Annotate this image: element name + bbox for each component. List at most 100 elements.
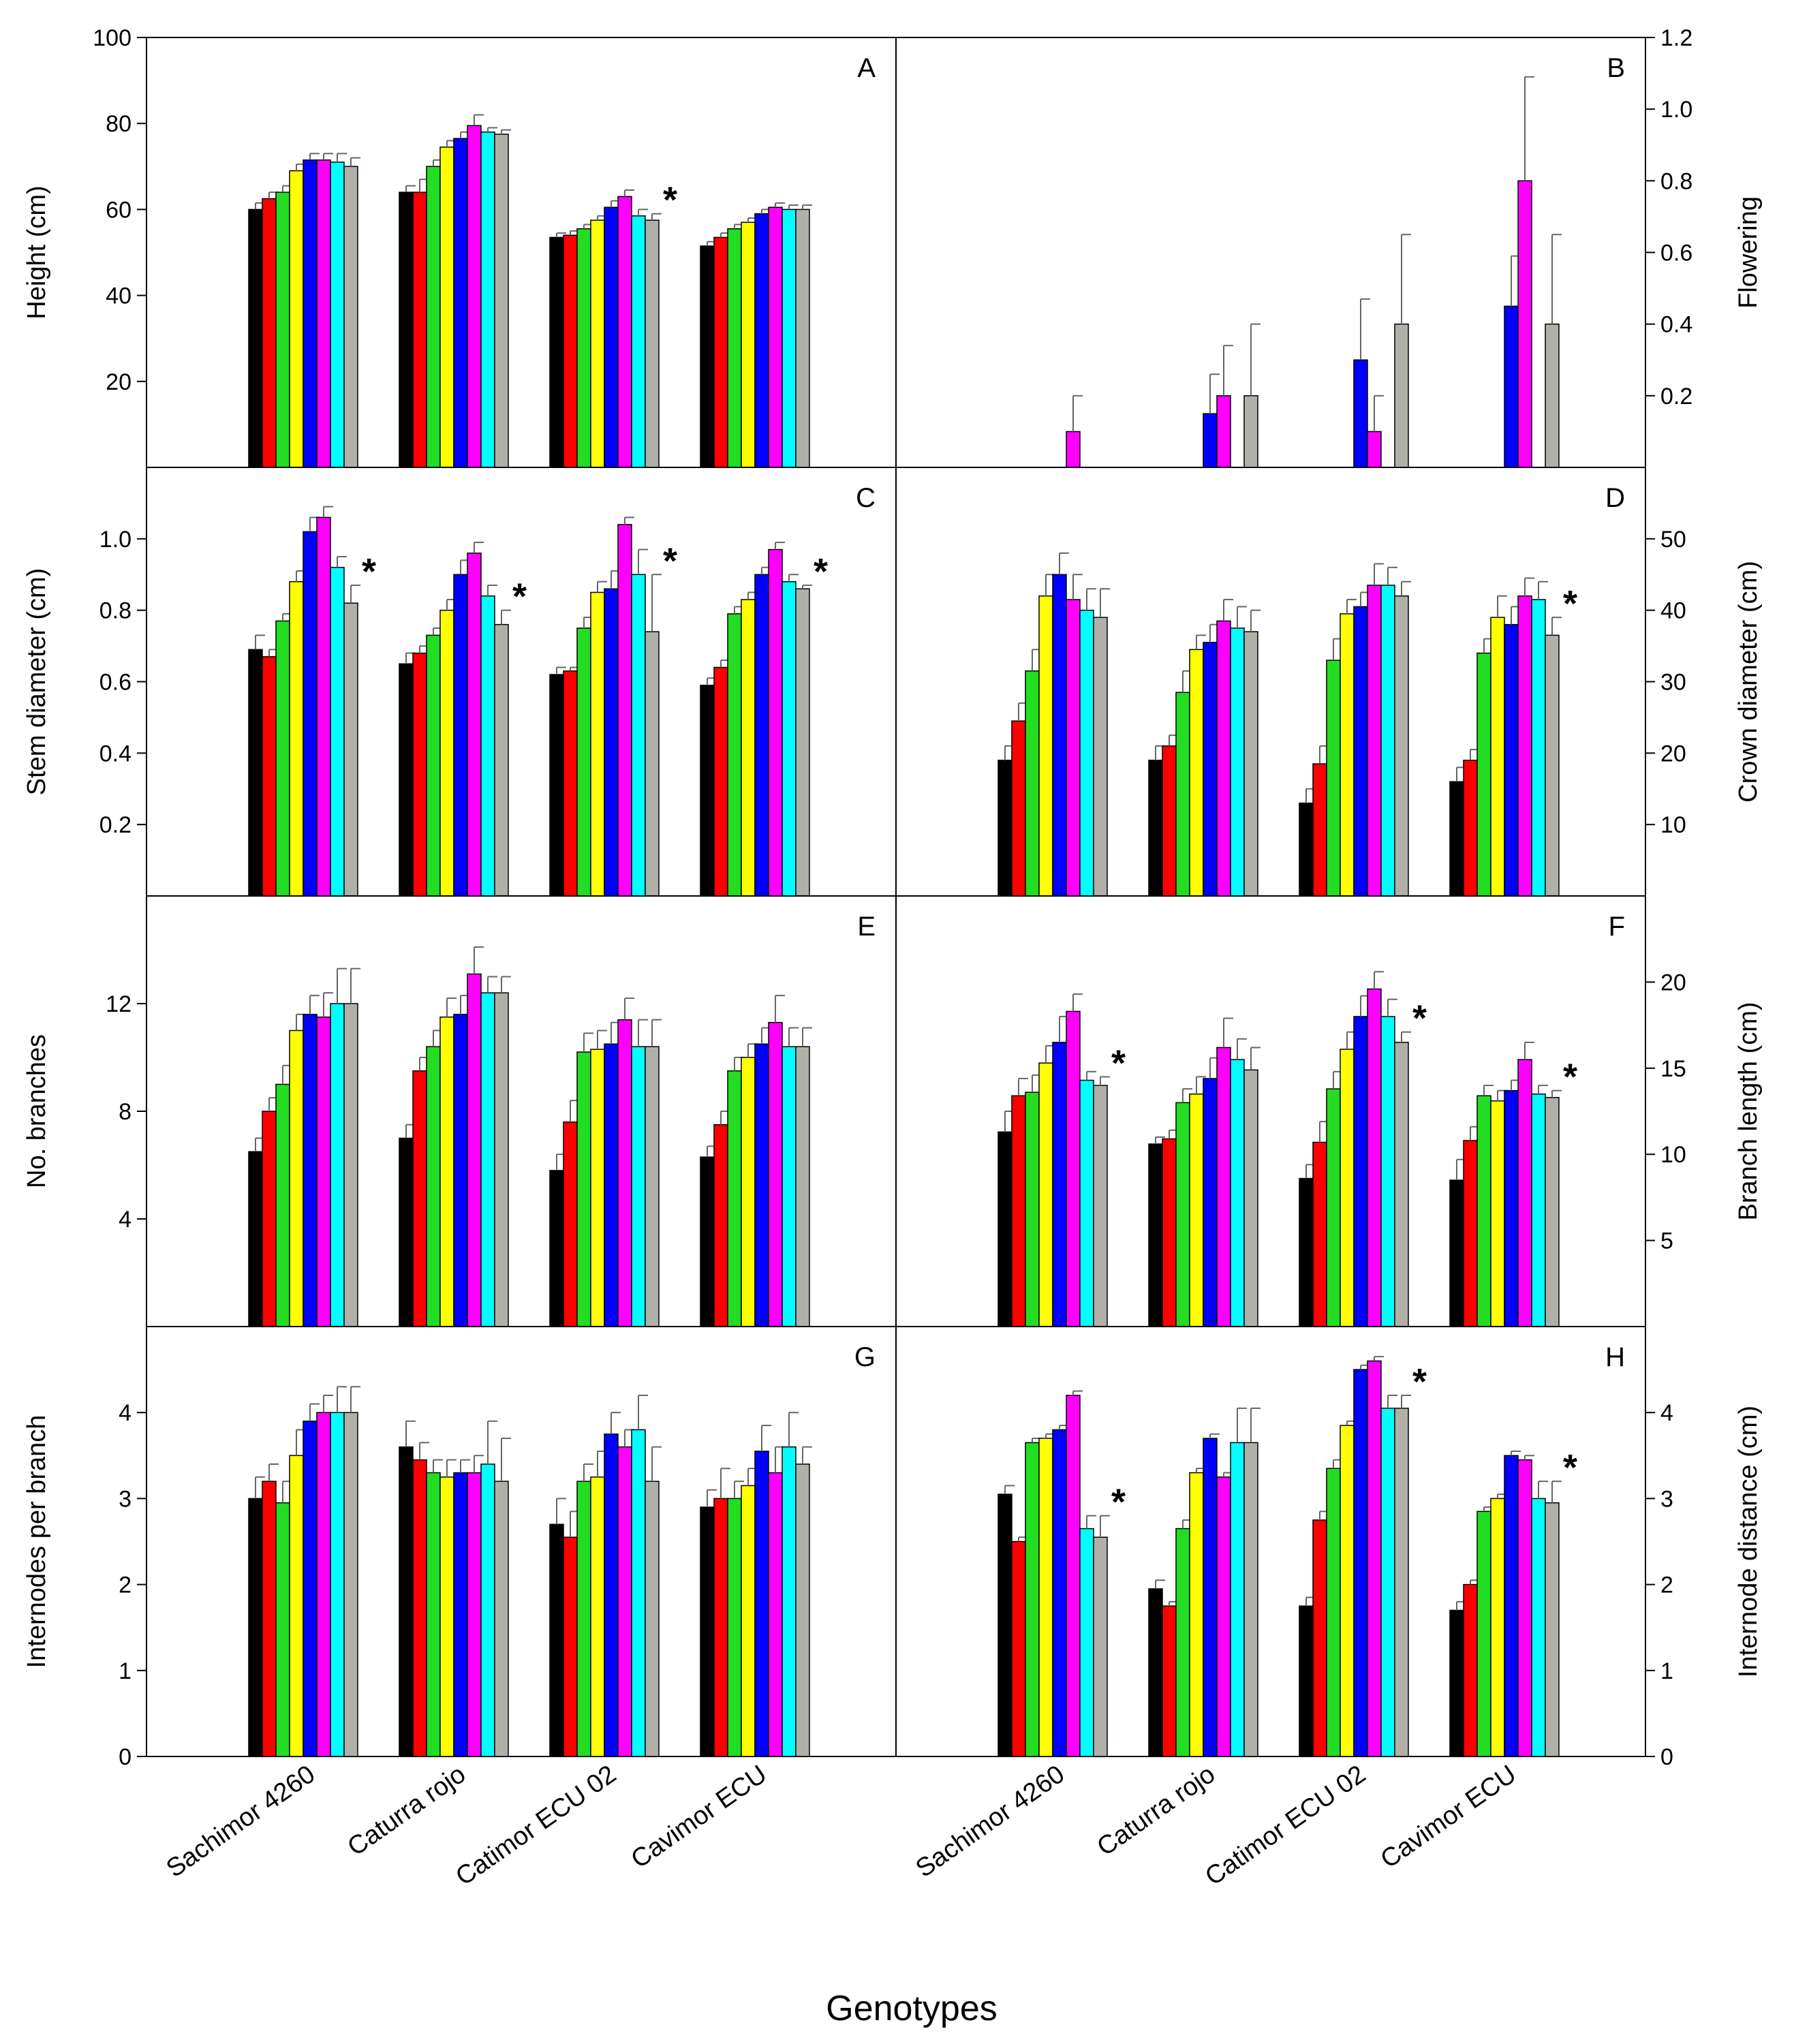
bar	[467, 973, 482, 1327]
bar	[700, 684, 715, 897]
bar	[1203, 1438, 1218, 1757]
bar	[303, 1421, 318, 1757]
bar	[1490, 1498, 1505, 1757]
bar	[426, 1046, 441, 1327]
bar	[727, 228, 742, 468]
bar	[1243, 395, 1258, 468]
bar	[997, 760, 1012, 897]
bar	[1312, 1141, 1327, 1327]
bar	[1052, 1042, 1067, 1327]
bar	[795, 588, 810, 897]
bar	[1079, 1079, 1094, 1327]
bar	[754, 1043, 769, 1327]
genotype-label: Caturra rojo	[343, 1760, 471, 1861]
bar	[713, 236, 728, 468]
bar	[645, 219, 660, 468]
bar	[1243, 1069, 1258, 1327]
significance-asterisk: *	[1563, 1447, 1577, 1488]
bar	[426, 634, 441, 897]
y-tick-label: 10	[1660, 812, 1686, 838]
bar	[480, 1464, 495, 1757]
bar	[631, 1429, 646, 1757]
bar	[1148, 1588, 1163, 1757]
bar	[727, 613, 742, 897]
bar	[1299, 802, 1314, 897]
bar	[631, 215, 646, 468]
bar	[563, 1536, 578, 1757]
bar	[289, 1455, 304, 1757]
bar	[1066, 599, 1081, 897]
bar	[1216, 1047, 1231, 1327]
bar	[330, 1003, 345, 1327]
y-tick-label: 1	[119, 1658, 132, 1684]
bar	[1243, 631, 1258, 897]
bar	[1203, 642, 1218, 897]
bar	[1025, 670, 1040, 897]
y-axis-title: Flowering	[1734, 196, 1763, 309]
y-axis-title: Internode distance (cm)	[1734, 1406, 1763, 1677]
bar	[426, 166, 441, 468]
bar	[1216, 620, 1231, 897]
panel-letter: G	[854, 1342, 876, 1372]
y-tick-label: 15	[1660, 1056, 1686, 1082]
bar	[1380, 1408, 1395, 1757]
bar	[741, 1485, 756, 1757]
bar	[1066, 431, 1081, 468]
bar	[1093, 1085, 1108, 1327]
bar	[1066, 1395, 1081, 1757]
bar	[1367, 431, 1382, 468]
bar	[275, 191, 290, 468]
bar	[1038, 1062, 1053, 1327]
bar	[645, 631, 660, 897]
bar	[631, 574, 646, 897]
bar	[303, 1014, 318, 1327]
bar	[782, 1446, 797, 1757]
y-tick-label: 1.0	[99, 527, 132, 553]
bar	[1079, 1528, 1094, 1757]
bar	[303, 531, 318, 897]
y-tick-label: 0	[119, 1744, 132, 1770]
bar	[399, 191, 414, 468]
bar	[412, 191, 427, 468]
bar	[1353, 359, 1368, 468]
y-axis-title: Height (cm)	[22, 185, 51, 319]
bar	[1175, 1102, 1190, 1327]
bar	[1504, 623, 1519, 897]
bar	[1066, 1010, 1081, 1327]
panel-letter: C	[856, 483, 876, 513]
panel-letter: D	[1605, 483, 1625, 513]
bar	[782, 580, 797, 897]
bar	[1175, 692, 1190, 897]
bar	[316, 1412, 331, 1757]
bar	[1203, 413, 1218, 468]
bar	[453, 1014, 468, 1327]
bar	[1504, 305, 1519, 468]
bar	[768, 206, 783, 468]
bar	[1189, 1093, 1204, 1327]
significance-asterisk: *	[1412, 998, 1427, 1039]
bar	[1380, 585, 1395, 897]
bar	[1394, 1042, 1409, 1327]
bar	[1340, 1425, 1355, 1757]
bar	[1353, 606, 1368, 897]
bar	[1531, 599, 1546, 897]
bar	[1517, 180, 1532, 468]
bar	[1011, 720, 1026, 897]
bar	[1326, 660, 1341, 897]
bar	[316, 159, 331, 468]
bar	[590, 1049, 605, 1327]
significance-asterisk: *	[814, 551, 828, 592]
y-tick-label: 12	[106, 991, 132, 1017]
bar	[494, 134, 509, 468]
bar	[1504, 1089, 1519, 1327]
significance-asterisk: *	[1563, 1057, 1577, 1098]
bar	[412, 1459, 427, 1757]
y-axis-title: Stem diameter (cm)	[22, 568, 51, 796]
y-tick-label: 0.2	[1660, 384, 1692, 409]
bar	[439, 1476, 454, 1757]
y-tick-label: 2	[1660, 1573, 1673, 1598]
bar	[1463, 1140, 1478, 1327]
bar	[1079, 609, 1094, 897]
